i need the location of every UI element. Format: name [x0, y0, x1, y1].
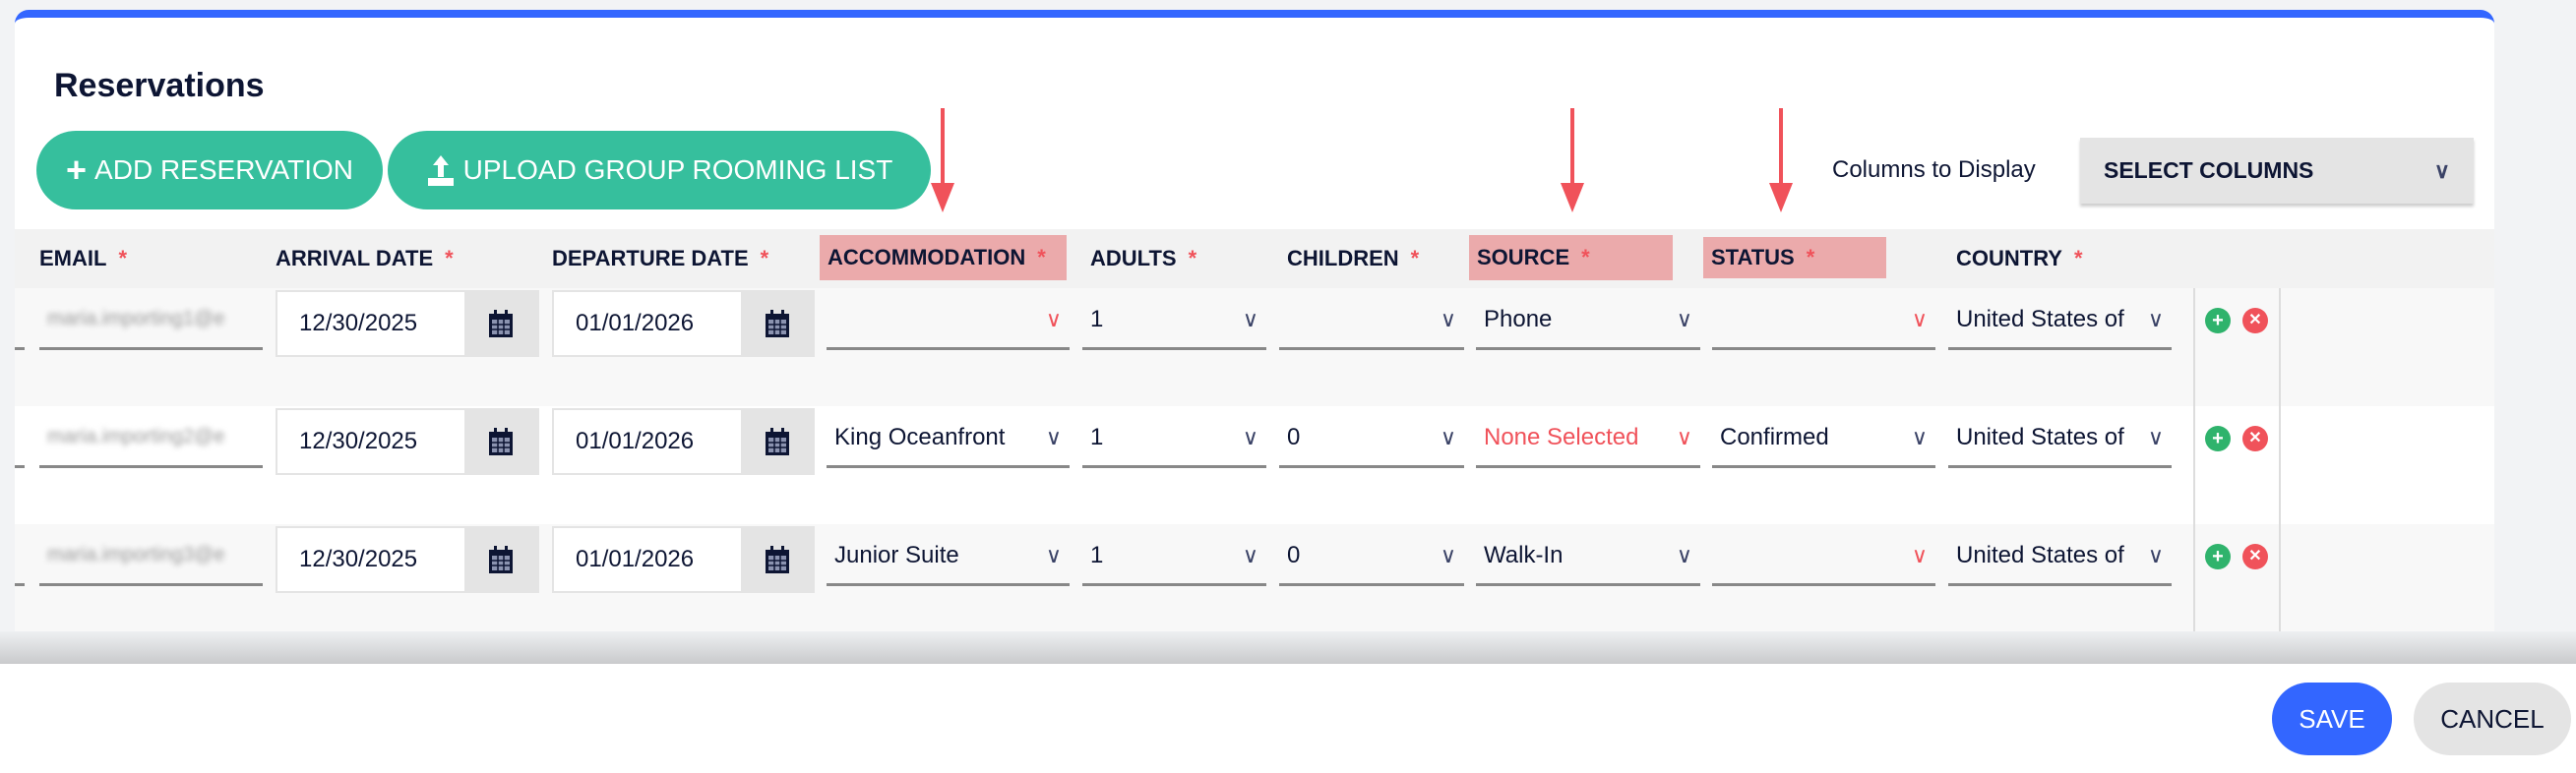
chevron-down-icon: ∨	[2147, 542, 2164, 567]
source-select[interactable]: Walk-In ∨	[1476, 527, 1700, 586]
adults-select[interactable]: 1 ∨	[1082, 409, 1266, 468]
source-select[interactable]: Phone ∨	[1476, 291, 1700, 350]
status-select[interactable]: Confirmed ∨	[1712, 409, 1935, 468]
arrival-date-field[interactable]: 12/30/2025	[276, 408, 539, 475]
chevron-down-icon: ∨	[1911, 424, 1928, 449]
accommodation-select[interactable]: ∨	[827, 291, 1070, 350]
annotation-arrow	[1769, 108, 1793, 212]
accommodation-select[interactable]: King Oceanfront ∨	[827, 409, 1070, 468]
chevron-down-icon: ∨	[1440, 424, 1456, 449]
column-header-adults: ADULTS *	[1090, 246, 1197, 270]
adults-select[interactable]: 1 ∨	[1082, 527, 1266, 586]
column-divider	[2279, 288, 2281, 631]
columns-to-display-label: Columns to Display	[1832, 156, 2036, 183]
column-header-children: CHILDREN *	[1287, 246, 1420, 270]
accommodation-select[interactable]: Junior Suite ∨	[827, 527, 1070, 586]
calendar-icon[interactable]	[464, 410, 537, 473]
children-select[interactable]: 0 ∨	[1279, 409, 1464, 468]
email-field[interactable]: maria.importing2@e	[39, 409, 263, 468]
upload-rooming-list-button[interactable]: UPLOAD GROUP ROOMING LIST	[388, 131, 931, 209]
departure-date-field[interactable]: 01/01/2026	[552, 408, 815, 475]
column-header-country: COUNTRY *	[1956, 246, 2083, 270]
country-select[interactable]: United States of ∨	[1948, 291, 2172, 350]
chevron-down-icon: ∨	[2433, 157, 2450, 183]
save-button[interactable]: SAVE	[2272, 683, 2392, 755]
chevron-down-icon: ∨	[1440, 306, 1456, 331]
children-select[interactable]: 0 ∨	[1279, 527, 1464, 586]
column-header-email: EMAIL *	[39, 246, 128, 270]
calendar-icon[interactable]	[741, 292, 813, 355]
column-header-arrival-date: ARRIVAL DATE *	[276, 246, 454, 270]
remove-row-icon[interactable]: ✕	[2242, 308, 2268, 333]
calendar-icon[interactable]	[464, 292, 537, 355]
chevron-down-icon: ∨	[1242, 542, 1258, 567]
chevron-down-icon: ∨	[1911, 542, 1928, 567]
chevron-down-icon: ∨	[1676, 424, 1692, 449]
chevron-down-icon: ∨	[1045, 424, 1062, 449]
chevron-down-icon: ∨	[1242, 306, 1258, 331]
departure-date-field[interactable]: 01/01/2026	[552, 290, 815, 357]
footer	[0, 664, 2576, 773]
email-field[interactable]: maria.importing3@e	[39, 527, 263, 586]
chevron-down-icon: ∨	[1676, 306, 1692, 331]
cancel-button[interactable]: CANCEL	[2414, 683, 2571, 755]
chevron-down-icon: ∨	[1911, 306, 1928, 331]
add-row-icon[interactable]: +	[2205, 544, 2231, 569]
chevron-down-icon: ∨	[1045, 306, 1062, 331]
add-row-icon[interactable]: +	[2205, 426, 2231, 451]
footer-shadow	[0, 631, 2576, 664]
annotation-arrow	[1561, 108, 1584, 212]
email-field[interactable]: maria.importing1@e	[39, 291, 263, 350]
calendar-icon[interactable]	[741, 410, 813, 473]
country-select[interactable]: United States of ∨	[1948, 409, 2172, 468]
annotation-arrow	[931, 108, 954, 212]
chevron-down-icon: ∨	[2147, 306, 2164, 331]
status-select[interactable]: ∨	[1712, 291, 1935, 350]
remove-row-icon[interactable]: ✕	[2242, 544, 2268, 569]
column-divider	[2193, 288, 2195, 631]
table-row: maria.importing2@e 12/30/2025 01/01/2026…	[15, 406, 2494, 524]
add-reservation-button[interactable]: + ADD RESERVATION	[36, 131, 383, 209]
table-row: maria.importing3@e 12/30/2025 01/01/2026…	[15, 524, 2494, 631]
column-header-source: SOURCE *	[1469, 235, 1673, 280]
add-row-icon[interactable]: +	[2205, 308, 2231, 333]
column-header-status: STATUS *	[1703, 237, 1886, 278]
table-header: EMAIL * ARRIVAL DATE * DEPARTURE DATE * ACC…	[15, 229, 2494, 288]
calendar-icon[interactable]	[741, 528, 813, 591]
calendar-icon[interactable]	[464, 528, 537, 591]
chevron-down-icon: ∨	[1045, 542, 1062, 567]
status-select[interactable]: ∨	[1712, 527, 1935, 586]
departure-date-field[interactable]: 01/01/2026	[552, 526, 815, 593]
reservations-card: Reservations + ADD RESERVATION UPLOAD GR…	[15, 10, 2494, 631]
select-columns-dropdown[interactable]: SELECT COLUMNS ∨	[2080, 138, 2474, 204]
column-header-departure-date: DEPARTURE DATE *	[552, 246, 769, 270]
chevron-down-icon: ∨	[1242, 424, 1258, 449]
table-row: maria.importing1@e 12/30/2025 01/01/2026…	[15, 288, 2494, 406]
chevron-down-icon: ∨	[1676, 542, 1692, 567]
plus-icon: +	[66, 149, 88, 190]
remove-row-icon[interactable]: ✕	[2242, 426, 2268, 451]
chevron-down-icon: ∨	[2147, 424, 2164, 449]
chevron-down-icon: ∨	[1440, 542, 1456, 567]
children-select[interactable]: ∨	[1279, 291, 1464, 350]
arrival-date-field[interactable]: 12/30/2025	[276, 290, 539, 357]
column-header-accommodation: ACCOMMODATION *	[820, 235, 1067, 280]
adults-select[interactable]: 1 ∨	[1082, 291, 1266, 350]
country-select[interactable]: United States of ∨	[1948, 527, 2172, 586]
upload-icon	[427, 155, 454, 186]
arrival-date-field[interactable]: 12/30/2025	[276, 526, 539, 593]
source-select[interactable]: None Selected ∨	[1476, 409, 1700, 468]
page-title: Reservations	[54, 67, 265, 104]
